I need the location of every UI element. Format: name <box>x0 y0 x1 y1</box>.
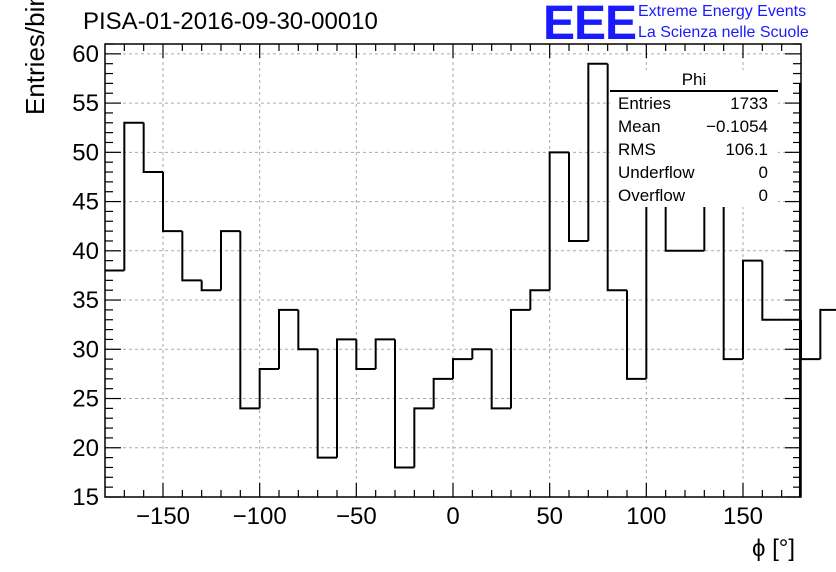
y-tick-label: 30 <box>72 336 99 363</box>
histogram-bin <box>548 151 569 291</box>
stats-value: 106.1 <box>725 140 768 159</box>
stats-value: 0 <box>758 186 768 205</box>
histogram-bin <box>800 319 821 361</box>
x-tick-label: −150 <box>136 503 190 530</box>
histogram-bin <box>471 348 492 360</box>
histogram-bin <box>587 62 608 241</box>
y-tick-label: 15 <box>72 484 99 511</box>
histogram-bin <box>374 338 395 369</box>
x-axis-label: ϕ [°] <box>752 535 796 562</box>
histogram-bin <box>626 290 647 380</box>
stats-row-mean: Mean −0.1054 <box>610 115 778 138</box>
histogram-bin <box>181 231 202 282</box>
histogram-bin <box>432 377 453 409</box>
histogram-bin <box>355 339 376 370</box>
y-tick-label: 45 <box>72 189 99 216</box>
y-axis-label: Entries/bin <box>20 0 50 115</box>
stats-box: Phi Entries 1733 Mean −0.1054 RMS 106.1 … <box>610 70 778 207</box>
histogram-bin <box>200 280 221 292</box>
stats-row-entries: Entries 1733 <box>610 92 778 115</box>
histogram-bin <box>761 260 782 321</box>
histogram-bin <box>142 122 163 174</box>
histogram-bin <box>336 338 357 458</box>
stats-value: −0.1054 <box>706 117 768 136</box>
stats-label: Underflow <box>618 163 695 182</box>
histogram-bin <box>316 349 337 459</box>
chart-title: PISA-01-2016-09-30-00010 <box>83 8 378 35</box>
y-tick-label: 25 <box>72 386 99 413</box>
histogram-bin <box>258 367 279 409</box>
histogram-bin <box>819 308 836 360</box>
stats-label: Overflow <box>618 186 686 205</box>
y-tick-label: 20 <box>72 435 99 462</box>
stats-label: RMS <box>618 140 656 159</box>
histogram-bin <box>568 152 589 242</box>
x-tick-label: 100 <box>626 503 666 530</box>
stats-row-overflow: Overflow 0 <box>610 184 778 207</box>
histogram-bin <box>742 259 763 360</box>
x-tick-label: 50 <box>536 503 563 530</box>
stats-label: Mean <box>618 117 661 136</box>
histogram-bin <box>413 407 434 468</box>
logo-text-line1: Extreme Energy Events <box>638 3 807 20</box>
stats-label: Entries <box>618 94 671 113</box>
histogram-bin <box>394 339 415 469</box>
histogram-bin <box>297 309 318 351</box>
x-tick-label: 150 <box>723 503 763 530</box>
y-tick-label: 40 <box>72 238 99 265</box>
histogram-bin <box>529 289 550 310</box>
histogram-bin <box>722 172 743 361</box>
stats-value: 0 <box>758 163 768 182</box>
x-tick-label: −100 <box>233 503 287 530</box>
stats-row-underflow: Underflow 0 <box>610 161 778 184</box>
y-tick-label: 60 <box>72 41 99 68</box>
x-tick-label: −50 <box>336 503 377 530</box>
histogram-bin <box>239 231 260 410</box>
histogram-bin <box>452 358 473 379</box>
stats-row-rms: RMS 106.1 <box>610 138 778 161</box>
y-tick-label: 50 <box>72 139 99 166</box>
histogram-bin <box>490 349 511 410</box>
histogram-bin <box>123 121 144 271</box>
histogram-bin <box>220 230 241 291</box>
eee-logo: EEE <box>543 0 637 50</box>
logo-text-line2: La Scienza nelle Scuole <box>638 24 809 41</box>
histogram-bin <box>606 63 627 292</box>
x-tick-label: 0 <box>446 503 459 530</box>
stats-title: Phi <box>610 70 778 92</box>
grid-layer <box>105 44 801 497</box>
histogram-bin <box>162 172 183 233</box>
axis-layer: −150 −100 −50 0 50 100 150 15 20 25 30 35 40 45 50 55 60 <box>72 41 802 530</box>
y-tick-label: 55 <box>72 90 99 117</box>
histogram-bin <box>278 308 299 369</box>
histogram-bin <box>510 308 531 409</box>
stats-value: 1733 <box>730 94 768 113</box>
y-tick-label: 35 <box>72 287 99 314</box>
